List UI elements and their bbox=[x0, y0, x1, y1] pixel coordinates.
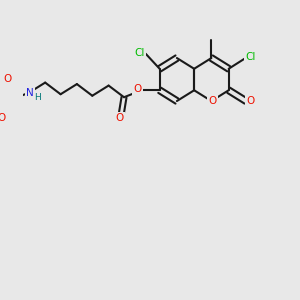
Text: H: H bbox=[34, 93, 41, 102]
Text: O: O bbox=[134, 84, 142, 94]
Text: Cl: Cl bbox=[134, 48, 145, 58]
Text: O: O bbox=[0, 113, 6, 123]
Text: O: O bbox=[209, 96, 217, 106]
Text: O: O bbox=[116, 113, 124, 123]
Text: Cl: Cl bbox=[245, 52, 256, 62]
Text: O: O bbox=[246, 96, 254, 106]
Text: O: O bbox=[3, 74, 11, 84]
Text: N: N bbox=[26, 88, 34, 98]
